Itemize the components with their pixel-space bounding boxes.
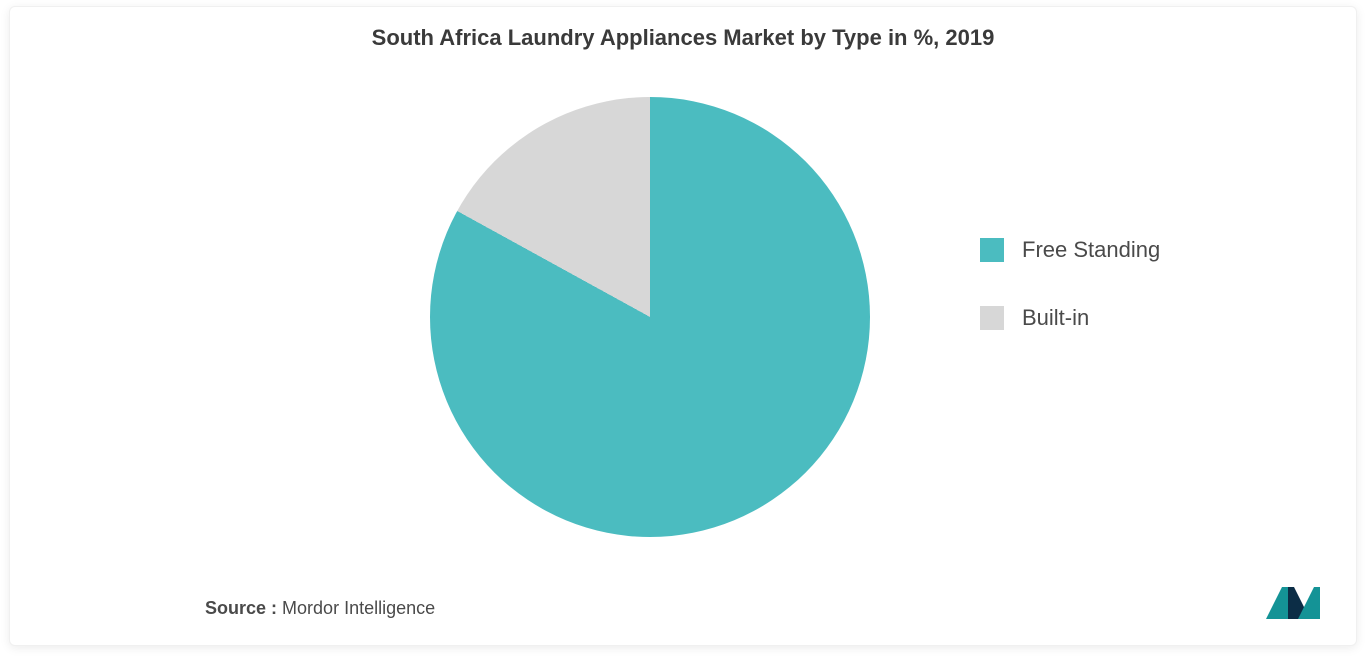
pie-chart [430, 97, 870, 537]
source-value: Mordor Intelligence [282, 598, 435, 618]
brand-logo [1264, 581, 1328, 625]
pie-graphic [430, 97, 870, 537]
legend: Free Standing Built-in [980, 237, 1160, 331]
legend-label: Free Standing [1022, 237, 1160, 263]
mordor-logo-icon [1264, 581, 1328, 625]
chart-title: South Africa Laundry Appliances Market b… [10, 25, 1356, 51]
legend-item: Free Standing [980, 237, 1160, 263]
legend-item: Built-in [980, 305, 1160, 331]
legend-label: Built-in [1022, 305, 1089, 331]
source-label: Source : [205, 598, 277, 618]
chart-card: South Africa Laundry Appliances Market b… [9, 6, 1357, 646]
legend-swatch [980, 238, 1004, 262]
legend-swatch [980, 306, 1004, 330]
source-line: Source : Mordor Intelligence [205, 598, 435, 619]
